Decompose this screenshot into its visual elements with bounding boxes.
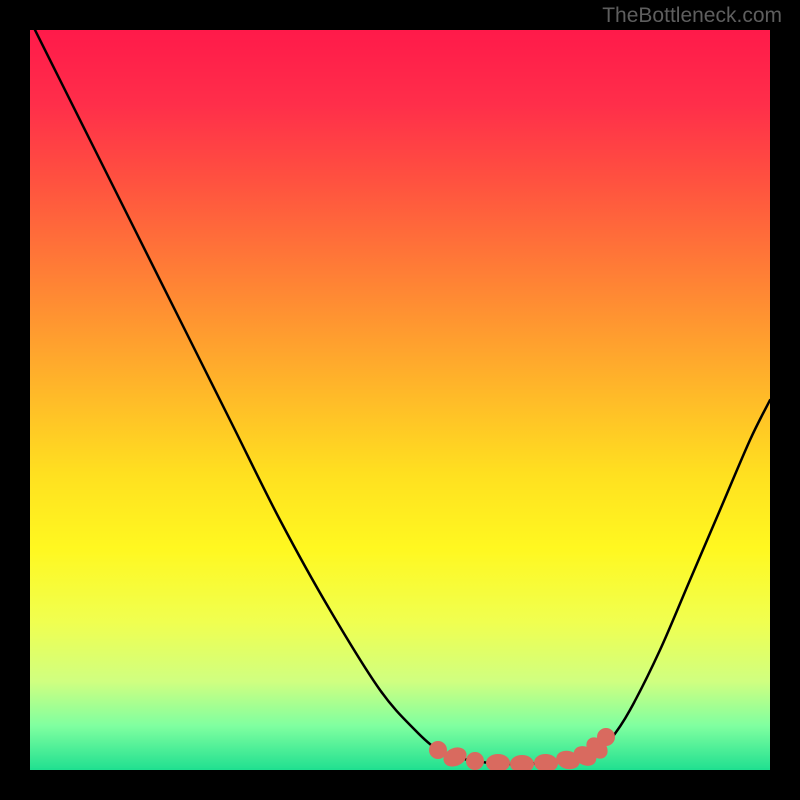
chart-svg xyxy=(30,30,770,770)
data-marker xyxy=(511,756,533,770)
chart-background xyxy=(30,30,770,770)
watermark-text: TheBottleneck.com xyxy=(602,4,782,28)
data-marker xyxy=(430,742,446,758)
data-marker xyxy=(467,753,483,769)
data-marker xyxy=(598,729,614,745)
data-marker xyxy=(487,755,509,770)
chart-baseline xyxy=(30,768,770,770)
chart-area xyxy=(30,30,770,770)
